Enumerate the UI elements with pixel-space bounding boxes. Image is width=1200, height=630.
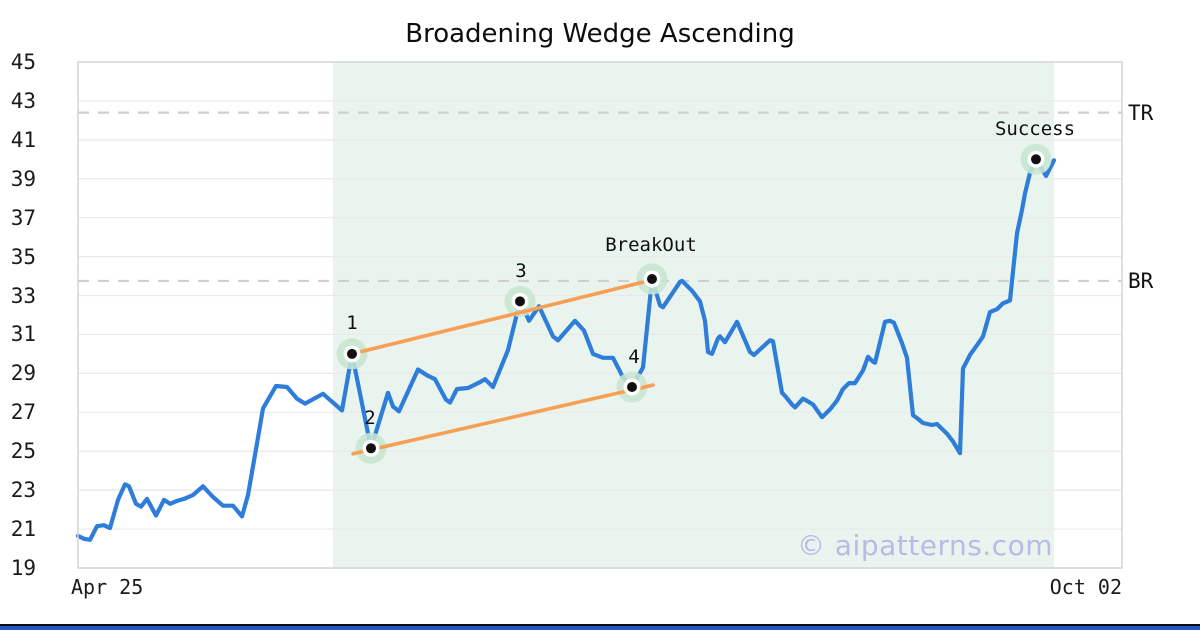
marker-dot-1 xyxy=(347,348,357,359)
bottom-border-bar xyxy=(0,624,1200,630)
marker-dot-3 xyxy=(515,296,525,307)
y-axis-tick-label: 25 xyxy=(10,439,36,464)
level-label-br: BR xyxy=(1128,268,1154,293)
x-axis-label-end: Oct 02 xyxy=(1049,575,1122,599)
y-axis-tick-label: 29 xyxy=(10,361,36,386)
y-axis-tick-label: 43 xyxy=(10,88,36,113)
marker-label-3: 3 xyxy=(515,260,527,282)
marker-dot-breakout xyxy=(647,273,657,284)
y-axis-tick-label: 37 xyxy=(10,205,36,230)
y-axis-tick-label: 33 xyxy=(10,283,36,308)
y-axis-tick-label: 21 xyxy=(10,517,36,542)
plot-border xyxy=(77,61,1123,569)
marker-label-2: 2 xyxy=(364,407,376,429)
y-axis-tick-label: 31 xyxy=(10,322,36,347)
marker-label-4: 4 xyxy=(628,346,640,368)
marker-label-success: Success xyxy=(994,118,1076,140)
y-axis-tick-label: 23 xyxy=(10,478,36,503)
x-axis-label-start: Apr 25 xyxy=(71,575,144,599)
y-axis-tick-label: 45 xyxy=(10,50,36,74)
chart-title: Broadening Wedge Ascending xyxy=(405,19,795,49)
pattern-shaded-region xyxy=(333,62,1054,568)
y-axis-tick-label: 35 xyxy=(10,244,36,269)
y-axis-tick-label: 39 xyxy=(10,166,36,191)
lower-trendline xyxy=(351,383,655,456)
level-label-tr: TR xyxy=(1128,100,1154,125)
y-axis-tick-label: 27 xyxy=(10,400,36,425)
upper-trendline xyxy=(350,278,654,356)
y-axis-tick-label: 41 xyxy=(10,127,36,152)
marker-label-1: 1 xyxy=(346,312,358,334)
watermark: © aipatterns.com xyxy=(797,529,1054,562)
marker-label-breakout: BreakOut xyxy=(605,234,697,256)
marker-dot-4 xyxy=(627,382,637,393)
y-axis-tick-label: 19 xyxy=(10,556,36,580)
marker-dot-2 xyxy=(366,443,376,454)
marker-dot-success xyxy=(1031,154,1041,165)
